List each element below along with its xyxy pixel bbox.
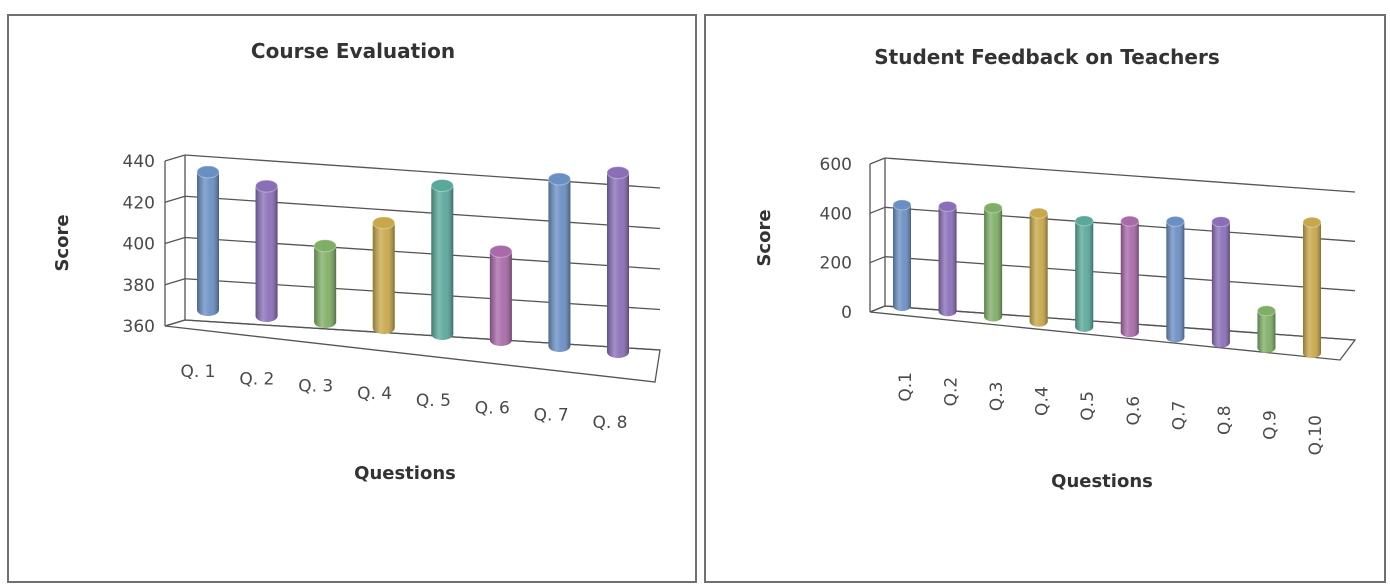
category-label: Q. 3	[298, 377, 333, 397]
gridline-side	[164, 278, 186, 286]
gridline	[884, 256, 1356, 292]
bars	[892, 199, 1322, 358]
bar	[1256, 305, 1276, 353]
y-tick-label: 440	[123, 152, 155, 172]
category-label: Q. 7	[534, 406, 569, 426]
y-axis-label: Score	[52, 214, 73, 271]
y-tick-label: 360	[123, 317, 155, 337]
chart-title: Course Evaluation	[251, 39, 455, 63]
bar	[892, 199, 912, 311]
gridline	[184, 154, 661, 189]
category-labels: Q. 1 Q. 2 Q. 3 Q. 4 Q. 5 Q. 6 Q. 7 Q. 8	[180, 362, 627, 433]
gridline-side	[869, 206, 886, 214]
chart-student-feedback: Student Feedback on Teachers Score Quest…	[704, 14, 1386, 583]
category-label: Q.3	[987, 382, 1007, 412]
bar	[430, 179, 454, 340]
y-tick-label: 400	[123, 235, 155, 255]
bar	[1074, 215, 1094, 332]
bar	[938, 200, 958, 317]
gridline-side	[869, 256, 886, 264]
bar	[1029, 207, 1049, 327]
y-tick-label: 600	[820, 155, 852, 175]
category-label: Q.9	[1260, 410, 1280, 440]
y-tick-labels: 0 200 400 600	[820, 155, 852, 323]
y-tick-label: 400	[820, 204, 852, 224]
chart-course-evaluation: Course Evaluation Score Questions 360 380…	[7, 14, 697, 583]
bar	[372, 216, 396, 334]
category-label: Q.10	[1306, 415, 1326, 455]
gridline-side	[164, 154, 186, 162]
bar	[196, 165, 220, 316]
category-label: Q. 4	[357, 384, 392, 404]
bar	[1120, 215, 1140, 338]
bar	[983, 202, 1003, 322]
y-tick-labels: 360 380 400 420 440	[123, 152, 155, 337]
category-label: Q.1	[896, 372, 916, 402]
category-label: Q. 6	[475, 398, 510, 418]
category-label: Q.4	[1033, 386, 1053, 416]
bar	[313, 239, 337, 328]
floor	[869, 305, 1357, 361]
bar	[606, 166, 630, 358]
gridline-side	[869, 157, 886, 165]
chart-title: Student Feedback on Teachers	[874, 45, 1220, 69]
category-label: Q.2	[942, 377, 962, 407]
gridline-side	[164, 236, 186, 245]
bar	[1211, 216, 1231, 348]
x-axis-label: Questions	[1051, 471, 1153, 492]
bar	[489, 244, 513, 346]
bars	[196, 165, 630, 358]
category-label: Q. 8	[592, 413, 627, 433]
grid	[869, 157, 1357, 361]
y-tick-label: 380	[123, 276, 155, 296]
y-tick-label: 420	[123, 193, 155, 213]
bar	[1302, 216, 1322, 358]
x-axis-label: Questions	[354, 463, 456, 484]
gridline	[884, 206, 1356, 242]
category-label: Q.7	[1169, 401, 1189, 431]
category-label: Q. 1	[180, 362, 215, 382]
category-label: Q.5	[1078, 391, 1098, 421]
gridline-side	[164, 195, 186, 203]
category-labels: Q.1 Q.2 Q.3 Q.4 Q.5 Q.6 Q.7 Q.8 Q.9 Q.10	[896, 372, 1326, 455]
category-label: Q.8	[1215, 405, 1235, 435]
bar	[1165, 215, 1185, 343]
category-label: Q. 5	[416, 391, 451, 411]
chart-frame	[7, 14, 697, 583]
gridline	[884, 157, 1356, 193]
bar	[547, 172, 571, 352]
category-label: Q. 2	[239, 369, 274, 389]
y-axis-label: Score	[754, 209, 775, 266]
bar	[255, 179, 279, 322]
y-tick-label: 0	[841, 303, 852, 323]
y-tick-label: 200	[820, 254, 852, 274]
category-label: Q.6	[1124, 396, 1144, 426]
